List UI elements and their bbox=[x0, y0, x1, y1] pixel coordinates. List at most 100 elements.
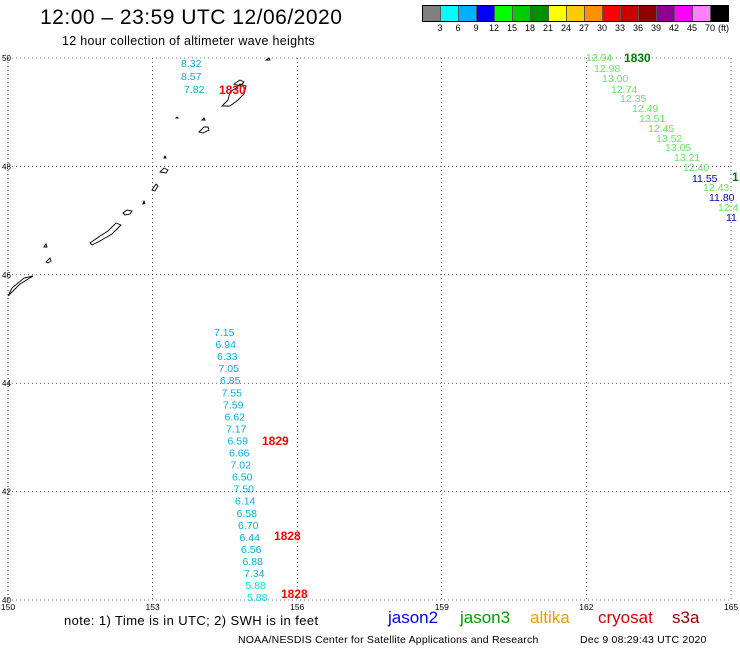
latitude-labels: 50 48 46 44 42 40 bbox=[2, 54, 11, 605]
altimeter-track-c: 12.9412.9813.0012.7412.3512.4913.5112.45… bbox=[586, 51, 739, 224]
legend-label: 12 bbox=[488, 23, 500, 33]
lon-label: 165 bbox=[724, 602, 738, 612]
wave-height-label: 6.58 bbox=[237, 508, 258, 520]
lat-label: 50 bbox=[2, 54, 11, 63]
altimeter-track-b: 7.156.946.337.056.857.557.596.627.176.59… bbox=[214, 327, 308, 604]
wave-height-label: 6.14 bbox=[235, 496, 256, 508]
legend-label: 45 bbox=[686, 23, 698, 33]
chart-title: 12:00 – 23:59 UTC 12/06/2020 bbox=[40, 6, 343, 29]
wave-height-label: 11 bbox=[726, 212, 737, 224]
lat-label: 40 bbox=[2, 596, 11, 605]
wave-height-label: 7.02 bbox=[231, 460, 252, 472]
legend-label: 24 bbox=[560, 23, 572, 33]
color-legend bbox=[422, 5, 729, 22]
legend-label: 15 bbox=[506, 23, 518, 33]
kuril-island-4 bbox=[89, 222, 122, 246]
wave-height-label: 12.45 bbox=[648, 123, 674, 135]
satellite-jason3: jason3 bbox=[460, 608, 511, 627]
lon-label: 150 bbox=[1, 602, 15, 612]
pass-time-label: 1828 bbox=[274, 529, 301, 543]
legend-label: 39 bbox=[650, 23, 662, 33]
wave-height-label: 5.88 bbox=[246, 580, 267, 592]
legend-swatch bbox=[693, 6, 711, 21]
wave-height-label: 7.34 bbox=[244, 568, 265, 580]
pass-time-label: 1829 bbox=[262, 434, 289, 448]
longitude-labels: 150 153 156 159 162 165 bbox=[1, 602, 738, 612]
wave-height-label: 7.59 bbox=[223, 399, 244, 411]
satellite-altika: altika bbox=[530, 608, 570, 627]
wave-height-label: 7.05 bbox=[219, 363, 240, 375]
pass-time-label: 1830 bbox=[624, 51, 651, 65]
chart-subtitle: 12 hour collection of altimeter wave hei… bbox=[62, 34, 315, 48]
legend-swatch bbox=[423, 6, 441, 21]
legend-label: 30 bbox=[596, 23, 608, 33]
credit-text: NOAA/NESDIS Center for Satellite Applica… bbox=[238, 634, 539, 646]
legend-swatch bbox=[531, 6, 549, 21]
coastline bbox=[7, 57, 271, 297]
wave-height-label: 12.40 bbox=[683, 162, 709, 174]
wave-height-label: 6.62 bbox=[225, 411, 246, 423]
lat-label: 48 bbox=[2, 162, 11, 171]
wave-height-label: 12.74 bbox=[611, 84, 637, 96]
lat-label: 46 bbox=[2, 271, 11, 280]
paramushir-island bbox=[220, 83, 247, 107]
satellite-s3a: s3a bbox=[672, 608, 700, 627]
pass-time-label: 1 bbox=[732, 170, 739, 184]
legend-label: 42 bbox=[668, 23, 680, 33]
legend-swatch bbox=[513, 6, 531, 21]
wave-height-label: 6.94 bbox=[216, 339, 237, 351]
wave-height-label: 6.50 bbox=[232, 472, 253, 484]
legend-swatch bbox=[459, 6, 477, 21]
kuril-island-1 bbox=[7, 275, 34, 297]
wave-height-label: 6.88 bbox=[243, 556, 264, 568]
satellite-jason2: jason2 bbox=[388, 608, 439, 627]
wave-height-label: 13.00 bbox=[602, 73, 628, 85]
wave-height-label: 7.82 bbox=[184, 84, 205, 96]
kuril-island-9 bbox=[163, 154, 167, 159]
wave-height-label: 13.51 bbox=[639, 113, 665, 125]
legend-label: 9 bbox=[473, 23, 479, 33]
pass-time-label: 1828 bbox=[281, 587, 308, 601]
pass-time-label: 1830 bbox=[219, 83, 246, 97]
lon-label: 156 bbox=[290, 602, 304, 612]
legend-unit: (ft) bbox=[718, 23, 729, 33]
legend-label: 18 bbox=[524, 23, 536, 33]
kamchatka-tip bbox=[264, 57, 271, 61]
wave-height-label: 12.43 bbox=[703, 182, 729, 194]
wave-height-label: 6.70 bbox=[238, 520, 259, 532]
wave-height-label: 12.49 bbox=[632, 103, 658, 115]
legend-swatch bbox=[549, 6, 567, 21]
kuril-island-12 bbox=[200, 117, 206, 121]
kuril-island-11 bbox=[198, 126, 210, 134]
note-text: note: 1) Time is in UTC; 2) SWH is in fe… bbox=[64, 613, 319, 628]
kuril-island-3 bbox=[45, 257, 52, 264]
credit-date: Dec 9 08:29:43 UTC 2020 bbox=[580, 634, 707, 646]
wave-height-label: 7.15 bbox=[214, 327, 235, 339]
kuril-island-10 bbox=[174, 116, 180, 119]
legend-label: 33 bbox=[614, 23, 626, 33]
kuril-island-2 bbox=[43, 242, 48, 248]
wave-height-label: 6.56 bbox=[241, 544, 262, 556]
legend-swatch bbox=[603, 6, 621, 21]
wave-height-label: 12.35 bbox=[620, 93, 646, 105]
legend-swatch bbox=[621, 6, 639, 21]
legend-swatch bbox=[477, 6, 495, 21]
altimeter-track-a: 8.328.577.82 1830 bbox=[181, 58, 246, 97]
wave-height-label: 7.17 bbox=[226, 423, 247, 435]
wave-height-label: 6.33 bbox=[217, 351, 238, 363]
wave-height-label: 7.55 bbox=[222, 387, 243, 399]
wave-height-label: 6.85 bbox=[220, 375, 241, 387]
shumshu-island bbox=[232, 79, 245, 87]
kuril-island-7 bbox=[151, 183, 159, 192]
lon-label: 162 bbox=[579, 602, 593, 612]
legend-swatch bbox=[657, 6, 675, 21]
wave-height-label: 5.88 bbox=[247, 592, 268, 604]
legend-label: 27 bbox=[578, 23, 590, 33]
wave-height-label: 13.05 bbox=[665, 142, 691, 154]
legend-swatch bbox=[567, 6, 585, 21]
wave-height-label: 7.50 bbox=[234, 484, 255, 496]
wave-height-label: 6.44 bbox=[240, 532, 261, 544]
lat-label: 44 bbox=[2, 379, 11, 388]
legend-label: 36 bbox=[632, 23, 644, 33]
